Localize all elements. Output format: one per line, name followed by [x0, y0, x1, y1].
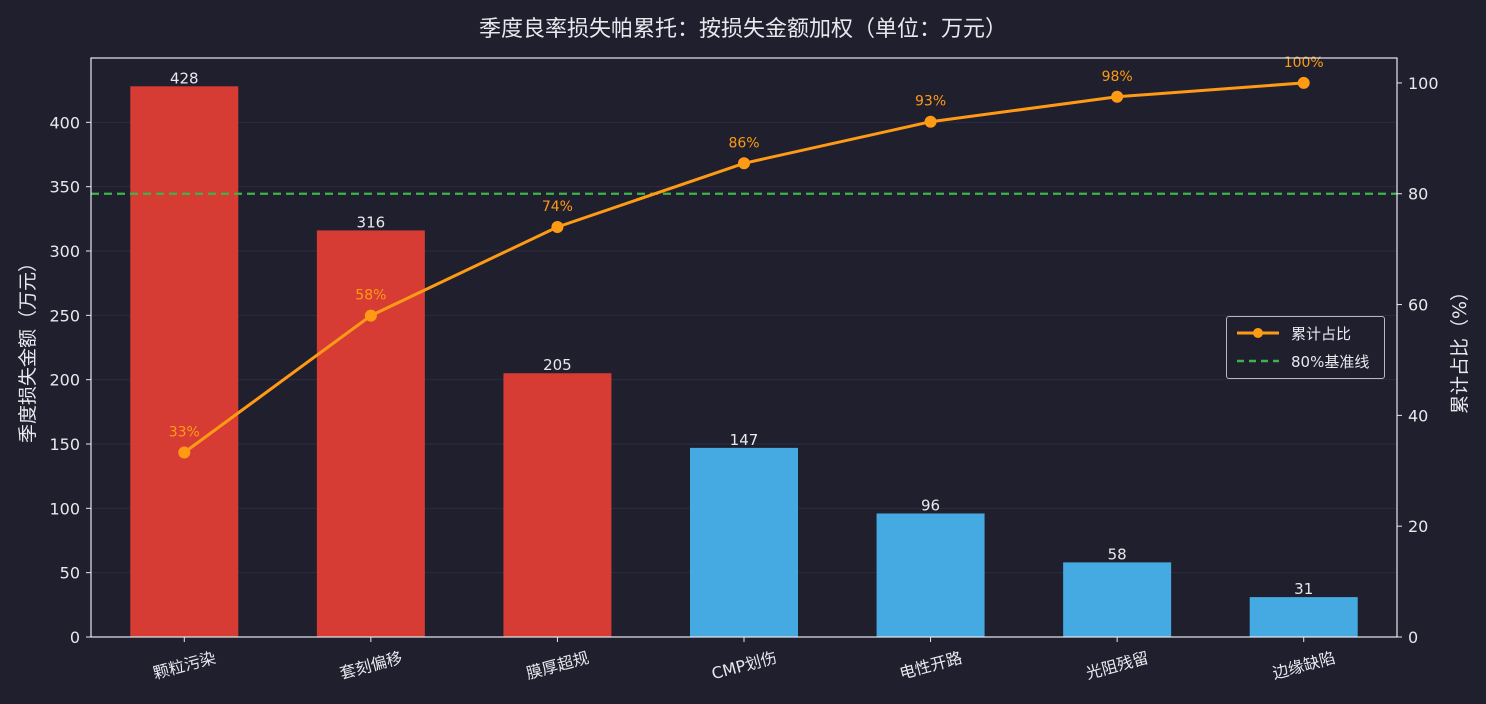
legend-dashed-swatch — [1237, 359, 1279, 363]
chart-title: 季度良率损失帕累托：按损失金额加权（单位：万元） — [479, 17, 1007, 42]
y-tick-label: 350 — [49, 178, 80, 197]
y-axis-label: 季度损失金额（万元） — [17, 253, 39, 443]
legend: 累计占比 80%基准线 — [1226, 316, 1385, 379]
x-tick-label: 颗粒污染 — [151, 648, 218, 683]
bar — [1063, 562, 1172, 637]
y2-tick-label: 0 — [1408, 628, 1418, 647]
cumulative-point-label: 33% — [169, 424, 200, 440]
legend-line-swatch — [1237, 328, 1279, 338]
cumulative-point — [364, 309, 377, 322]
y-tick-label: 0 — [70, 628, 80, 647]
cumulative-point-label: 86% — [728, 135, 759, 151]
bar — [503, 373, 612, 637]
cumulative-line: 33% 58% 74% 86% 93% 98% 100% — [169, 55, 1324, 459]
bar-value-label: 316 — [357, 213, 386, 231]
bar — [876, 513, 985, 637]
y-tick-label: 250 — [49, 306, 80, 325]
y-tick-label: 150 — [49, 435, 80, 454]
bar-value-label: 147 — [730, 431, 759, 449]
cumulative-point — [551, 220, 564, 233]
y-tick-label: 300 — [49, 242, 80, 261]
cumulative-point — [924, 115, 937, 128]
legend-label-threshold: 80%基准线 — [1291, 352, 1370, 371]
x-tick-label: 套刻偏移 — [338, 648, 405, 683]
cumulative-point — [1111, 90, 1124, 103]
cumulative-point-label: 100% — [1284, 55, 1324, 71]
y-tick-label: 400 — [49, 113, 80, 132]
legend-label-cumulative: 累计占比 — [1291, 324, 1352, 343]
x-tick-label: 电性开路 — [897, 648, 964, 683]
cumulative-point — [738, 157, 750, 170]
y2-tick-label: 40 — [1408, 406, 1428, 425]
cumulative-point-label: 98% — [1102, 69, 1133, 85]
y-tick-label: 50 — [60, 564, 80, 583]
bar — [690, 447, 798, 637]
y2-tick-label: 80 — [1408, 185, 1428, 204]
bars: 428 316 205 147 96 58 31 — [130, 69, 1358, 638]
x-tick-label: 边缘缺陷 — [1270, 648, 1337, 683]
cumulative-point-label: 74% — [542, 199, 573, 215]
y2-axis-label: 累计占比（%） — [1449, 282, 1471, 414]
bar — [130, 86, 239, 638]
cumulative-point-label: 58% — [355, 288, 386, 304]
y2-tick-label: 100 — [1408, 74, 1439, 93]
bar-value-label: 96 — [921, 496, 940, 514]
y2-tick-label: 20 — [1408, 517, 1428, 536]
x-tick-label: 光阻残留 — [1084, 648, 1151, 683]
cumulative-point — [1297, 76, 1310, 89]
bar — [1249, 597, 1358, 637]
legend-item-threshold: 80%基准线 — [1235, 350, 1369, 372]
cumulative-point-label: 93% — [915, 94, 946, 110]
cumulative-point — [178, 446, 191, 459]
x-tick-label: 膜厚超规 — [524, 648, 591, 683]
bar-value-label: 205 — [543, 356, 572, 374]
x-tick-label: CMP划伤 — [709, 648, 778, 684]
bar-value-label: 31 — [1294, 580, 1313, 598]
y2-tick-label: 60 — [1408, 296, 1428, 315]
bar-value-label: 428 — [170, 69, 199, 87]
y-tick-label: 100 — [49, 499, 80, 518]
legend-item-cumulative: 累计占比 — [1235, 322, 1351, 344]
y-tick-label: 200 — [49, 371, 80, 390]
bar-value-label: 58 — [1108, 545, 1127, 563]
